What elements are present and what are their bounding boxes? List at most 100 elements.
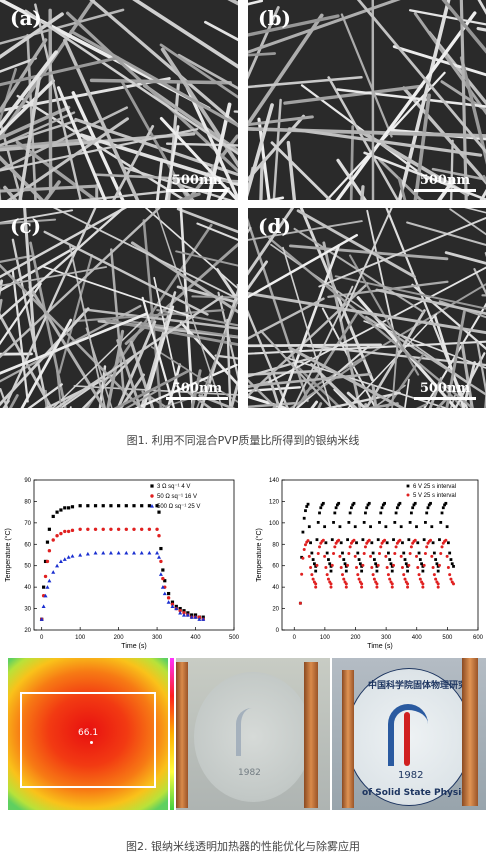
nanowire <box>204 20 238 42</box>
data-point <box>390 564 394 568</box>
x-tick-label: 600 <box>473 635 484 641</box>
data-point <box>361 538 365 542</box>
data-point <box>404 562 408 566</box>
data-point <box>300 555 304 559</box>
nanowire <box>339 208 393 322</box>
nanowire <box>248 356 313 378</box>
nanowire <box>248 103 274 198</box>
data-point <box>431 566 435 570</box>
data-point <box>307 554 311 558</box>
data-point <box>320 503 324 507</box>
data-point <box>78 504 82 508</box>
data-point <box>376 538 380 542</box>
nanowire <box>248 394 290 408</box>
data-point <box>337 501 341 505</box>
data-point <box>41 604 46 609</box>
nanowire <box>248 297 325 340</box>
nanowire <box>248 309 289 408</box>
data-point <box>406 569 409 573</box>
nanowire <box>159 43 238 99</box>
data-point <box>161 568 165 572</box>
data-point <box>356 573 360 577</box>
data-point <box>369 554 373 558</box>
y-tick-label: 40 <box>24 585 31 591</box>
data-point <box>441 506 445 510</box>
nanowire <box>0 119 78 147</box>
nanowire <box>431 167 486 181</box>
nanowire <box>139 291 177 408</box>
nanowire <box>334 275 486 310</box>
data-point <box>363 545 367 549</box>
data-point <box>109 504 113 508</box>
nanowire <box>248 343 382 348</box>
legend-label: 5 V 25 s interval <box>413 493 456 499</box>
data-point <box>321 538 325 542</box>
data-point <box>316 551 320 555</box>
data-point <box>378 521 381 524</box>
nanowire <box>0 184 97 193</box>
nanowire <box>325 71 446 200</box>
nanowire <box>248 386 302 392</box>
data-point <box>353 525 357 529</box>
nanowire <box>0 208 126 320</box>
data-point <box>398 501 402 505</box>
logo-text: 中国科学院固体物理研究所 <box>368 681 477 691</box>
data-point <box>389 562 393 566</box>
data-point <box>416 566 420 570</box>
data-point <box>422 538 426 542</box>
data-point <box>361 563 365 567</box>
data-point <box>147 550 152 555</box>
data-point <box>302 516 306 520</box>
logo-emblem-icon <box>388 704 428 766</box>
x-tick-label: 100 <box>75 635 86 641</box>
data-point <box>371 573 375 577</box>
nanowire <box>41 265 195 319</box>
nanowire <box>56 86 107 200</box>
nanowire <box>6 117 129 200</box>
data-point <box>339 566 343 570</box>
y-tick-label: 50 <box>24 564 31 570</box>
data-point <box>381 503 385 507</box>
data-point <box>329 564 333 568</box>
data-point <box>425 511 429 515</box>
data-point <box>59 508 63 512</box>
nanowire <box>270 141 332 200</box>
data-point <box>432 573 436 577</box>
nanowire <box>248 282 369 398</box>
data-point <box>70 528 75 533</box>
nanowire <box>0 79 55 136</box>
nanowire <box>142 305 175 408</box>
data-point <box>434 558 438 561</box>
legend-marker <box>150 484 154 488</box>
data-point <box>414 554 418 558</box>
data-point <box>412 503 416 507</box>
data-point <box>407 538 411 542</box>
data-point <box>330 538 334 542</box>
nanowire <box>105 319 238 346</box>
scale-label: 500nm <box>171 381 223 396</box>
data-point <box>310 551 314 555</box>
x-tick-label: 400 <box>191 635 202 641</box>
data-point <box>55 563 60 568</box>
data-point <box>413 538 417 542</box>
data-point <box>314 564 318 568</box>
data-point <box>448 573 452 577</box>
y-tick-label: 20 <box>24 628 31 634</box>
data-point <box>358 562 362 566</box>
legend-label: 6 V 25 s interval <box>413 484 456 490</box>
data-point <box>174 606 179 611</box>
data-point <box>429 538 433 542</box>
x-tick-label: 0 <box>293 635 297 641</box>
nanowire <box>176 208 238 234</box>
data-point <box>334 506 338 510</box>
data-point <box>132 504 136 508</box>
nanowire <box>259 329 333 408</box>
data-point <box>325 573 329 577</box>
scale-bar: 500nm <box>414 381 476 400</box>
scale-label: 500nm <box>419 173 471 188</box>
nanowire <box>155 158 164 200</box>
nanowire <box>349 125 355 200</box>
nanowire <box>155 208 224 408</box>
data-point <box>316 521 320 524</box>
nanowire <box>248 115 314 127</box>
